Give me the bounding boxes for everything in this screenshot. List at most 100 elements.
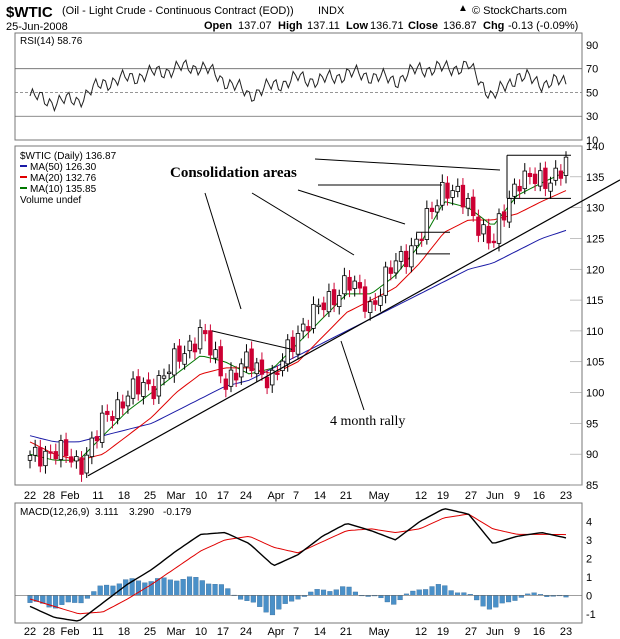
macd-tick-label: -1 <box>586 609 596 621</box>
price-x-tick-label: 9 <box>514 490 520 502</box>
date-label: 25-Jun-2008 <box>6 21 68 33</box>
candle-body <box>48 451 53 454</box>
candle-body <box>146 379 151 385</box>
open-label: Open <box>204 20 232 32</box>
macd-histogram-bar <box>506 595 512 603</box>
candle-body <box>331 289 337 306</box>
price-tick-label: 95 <box>586 418 598 430</box>
price-tick-label: 115 <box>586 295 604 307</box>
price-x-tick-label: 24 <box>240 490 252 502</box>
candle-body <box>125 395 131 407</box>
candle-body <box>393 260 399 274</box>
candle-body <box>362 286 368 312</box>
macd-x-tick-label: 23 <box>560 626 572 638</box>
candle-body <box>223 378 229 390</box>
price-tick-label: 90 <box>586 449 598 461</box>
macd-histogram-bar <box>186 576 193 596</box>
candle-body <box>378 295 383 306</box>
macd-x-tick-label: 18 <box>118 626 130 638</box>
candle-body <box>337 295 342 308</box>
candle-body <box>110 416 115 421</box>
price-x-tick-label: 21 <box>340 490 352 502</box>
candle-body <box>182 353 187 365</box>
macd-x-tick-label: 27 <box>465 626 477 638</box>
candle-body <box>512 183 517 197</box>
macd-x-tick-label: 25 <box>144 626 156 638</box>
exchange-label: INDX <box>318 5 345 17</box>
macd-histogram-bar <box>212 584 218 596</box>
candle-body <box>38 447 43 467</box>
macd-tick-label: 1 <box>586 572 592 584</box>
price-tick-label: 100 <box>586 388 604 400</box>
candle-body <box>208 330 213 356</box>
candle-body <box>352 280 357 289</box>
macd-histogram-bar <box>238 595 244 600</box>
consolidation-box-line <box>211 330 293 350</box>
macd-histogram-bar <box>333 589 339 596</box>
candle-body <box>172 348 177 376</box>
symbol-description: (Oil - Light Crude - Continuous Contract… <box>62 5 294 17</box>
price-x-tick-label: 23 <box>560 490 572 502</box>
high-value: 137.11 <box>307 20 340 32</box>
macd-histogram-bar <box>327 591 333 596</box>
macd-histogram-bar <box>448 590 454 596</box>
ma50-legend: MA(50) 126.30 <box>30 162 97 173</box>
macd-line <box>29 508 567 622</box>
macd-histogram-bar <box>225 588 231 596</box>
candle-body <box>445 182 450 199</box>
candle-body <box>398 251 404 262</box>
candle-body <box>424 208 430 240</box>
macd-tick-label: 4 <box>586 516 592 528</box>
rally-annotation: 4 month rally <box>330 414 405 429</box>
annotation-arrow <box>251 192 355 256</box>
candle-body <box>419 238 424 242</box>
macd-x-tick-label: 14 <box>314 626 326 638</box>
candle-body <box>79 457 84 475</box>
candle-body <box>496 213 502 244</box>
candle-body <box>347 276 352 291</box>
candle-body <box>414 238 419 247</box>
low-value: 136.71 <box>370 20 404 32</box>
macd-histogram-bar <box>65 595 71 603</box>
candle-body <box>306 326 311 332</box>
candle-body <box>233 372 239 381</box>
candle-body <box>440 181 445 206</box>
macd-histogram-bar <box>346 586 352 596</box>
candle-body <box>373 300 378 305</box>
candle-body <box>527 173 533 177</box>
ma20-legend: MA(20) 132.76 <box>30 173 97 184</box>
candle-body <box>532 173 538 184</box>
macd-x-tick-label: 7 <box>293 626 299 638</box>
macd-histogram-bar <box>276 595 282 610</box>
macd-histogram-bar <box>461 592 467 596</box>
candle-body <box>249 348 254 372</box>
candle-body <box>367 301 373 314</box>
candle-body <box>27 455 33 461</box>
macd-histogram-bar <box>180 579 186 596</box>
candle-body <box>53 451 58 460</box>
high-label: High <box>278 20 303 32</box>
macd-x-tick-label: Feb <box>61 626 80 638</box>
candle-body <box>203 330 208 335</box>
candle-body <box>84 454 89 474</box>
price-tick-label: 140 <box>586 141 604 153</box>
candle-body <box>141 382 146 397</box>
macd-histogram-bar <box>493 595 499 608</box>
ma10-legend: MA(10) 135.85 <box>30 184 97 195</box>
price-tick-label: 110 <box>586 326 604 338</box>
macd-histogram-bar <box>104 584 110 596</box>
rsi-panel <box>14 32 583 141</box>
candle-body <box>63 439 69 457</box>
price-x-tick-label: 16 <box>533 490 545 502</box>
macd-histogram-bar <box>244 595 250 601</box>
candle-body <box>275 372 280 375</box>
macd-histogram-bar <box>257 595 263 607</box>
macd-x-tick-label: 21 <box>340 626 352 638</box>
volume-legend: Volume undef <box>20 195 81 206</box>
candle-body <box>43 450 48 467</box>
macd-histogram-bar <box>320 589 327 596</box>
candle-body <box>244 351 249 368</box>
price-x-tick-label: 18 <box>118 490 130 502</box>
macd-histogram-bar <box>289 595 295 602</box>
